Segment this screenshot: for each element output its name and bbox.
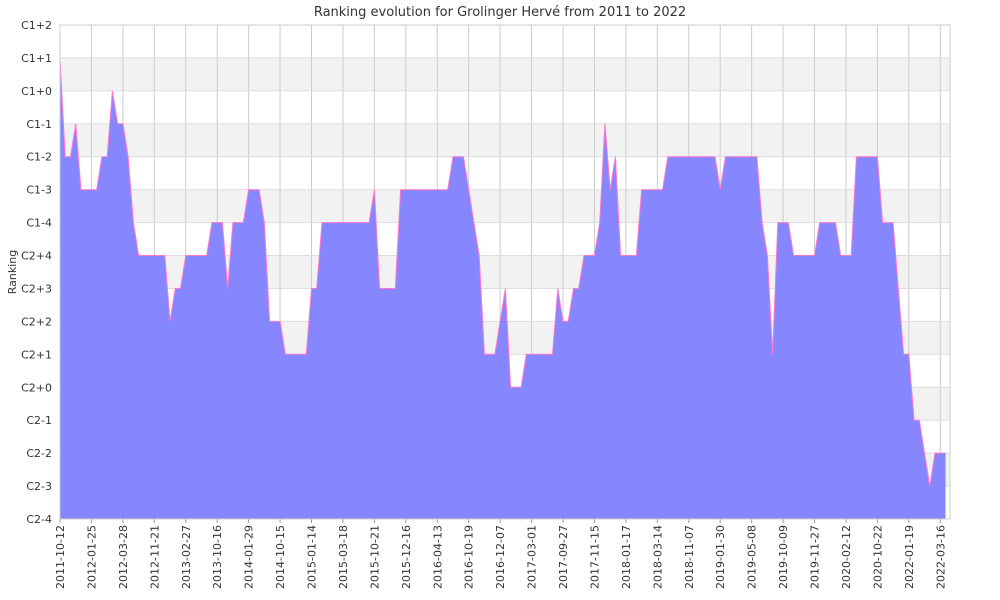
x-tick-label: 2015-01-14 bbox=[306, 525, 319, 589]
line bbox=[59, 57, 946, 487]
x-tick-label: 2018-11-07 bbox=[683, 525, 696, 589]
y-tick-label: C1-2 bbox=[26, 151, 52, 164]
x-tick-label: 2015-10-21 bbox=[368, 525, 381, 589]
y-tick-label: C2+1 bbox=[21, 348, 52, 361]
y-tick-label: C2+4 bbox=[21, 250, 52, 263]
y-tick-label: C2-2 bbox=[26, 447, 52, 460]
x-tick-label: 2017-09-27 bbox=[557, 525, 570, 589]
y-tick-label: C2+3 bbox=[21, 282, 52, 295]
x-tick-label: 2017-11-15 bbox=[588, 525, 601, 589]
x-tick-label: 2012-11-21 bbox=[148, 525, 161, 589]
y-tick-label: C1-4 bbox=[26, 217, 52, 230]
y-tick-label: C2-3 bbox=[26, 480, 52, 493]
x-tick-label: 2015-12-16 bbox=[400, 525, 413, 589]
area bbox=[60, 57, 946, 520]
y-tick-label: C1-1 bbox=[26, 118, 52, 131]
x-tick-label: 2019-01-30 bbox=[714, 525, 727, 589]
y-tick-label: C2-4 bbox=[26, 513, 52, 526]
x-tick-label: 2011-10-12 bbox=[54, 525, 67, 589]
x-tick-label: 2020-10-22 bbox=[871, 525, 884, 589]
grid-band bbox=[60, 57, 950, 91]
x-tick-label: 2019-11-27 bbox=[809, 525, 822, 589]
x-tick-label: 2022-01-19 bbox=[903, 525, 916, 589]
x-tick-label: 2016-12-07 bbox=[494, 525, 507, 589]
x-tick-label: 2019-05-08 bbox=[746, 525, 759, 589]
x-tick-label: 2016-04-13 bbox=[431, 525, 444, 589]
y-tick-label: C1+1 bbox=[21, 52, 52, 65]
y-tick-label: C2-1 bbox=[26, 414, 52, 427]
x-tick-label: 2017-03-01 bbox=[526, 525, 539, 589]
x-tick-label: 2014-10-15 bbox=[274, 525, 287, 589]
x-tick-label: 2020-02-12 bbox=[840, 525, 853, 589]
x-tick-label: 2018-03-14 bbox=[651, 525, 664, 589]
x-tick-label: 2019-10-09 bbox=[777, 525, 790, 589]
y-tick-label: C2+2 bbox=[21, 315, 52, 328]
x-tick-label: 2015-03-18 bbox=[337, 525, 350, 589]
grid-band bbox=[60, 189, 950, 223]
plot-border bbox=[59, 24, 951, 520]
y-tick-label: C1+0 bbox=[21, 85, 52, 98]
x-tick-label: 2013-10-16 bbox=[211, 525, 224, 589]
x-tick-label: 2012-01-25 bbox=[85, 525, 98, 589]
chart-title: Ranking evolution for Grolinger Hervé fr… bbox=[314, 5, 686, 20]
x-tick-label: 2014-01-29 bbox=[243, 525, 256, 589]
y-tick-label: C1+2 bbox=[21, 19, 52, 32]
x-tick-label: 2018-01-17 bbox=[620, 525, 633, 589]
y-axis-label: Ranking bbox=[6, 250, 19, 295]
y-tick-label: C1-3 bbox=[26, 184, 52, 197]
x-tick-label: 2022-03-16 bbox=[934, 525, 947, 589]
y-tick-label: C2+0 bbox=[21, 381, 52, 394]
x-tick-label: 2012-03-28 bbox=[117, 525, 130, 589]
x-tick-label: 2013-02-27 bbox=[180, 525, 193, 589]
grid-band bbox=[60, 123, 950, 157]
x-tick-label: 2016-10-19 bbox=[463, 525, 476, 589]
